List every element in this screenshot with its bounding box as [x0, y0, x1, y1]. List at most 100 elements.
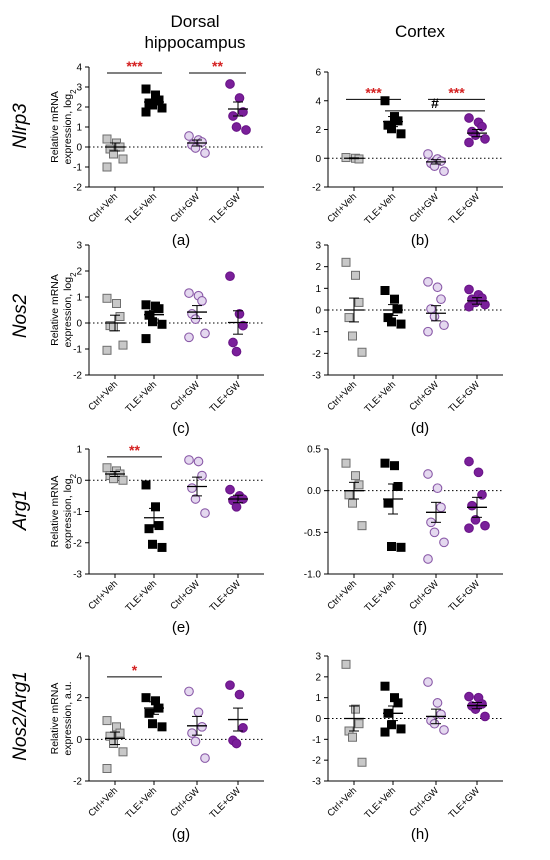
- category-label: Ctrl+GW: [168, 191, 202, 225]
- data-point: [351, 704, 360, 714]
- significance-label: ***: [448, 84, 465, 100]
- y-tick-label: 4: [76, 652, 82, 663]
- data-point: [464, 113, 474, 123]
- y-tick-label: 4: [76, 63, 82, 74]
- data-point: [357, 757, 367, 767]
- data-point: [464, 691, 474, 702]
- data-point: [432, 483, 443, 494]
- category-label: Ctrl+Veh: [325, 379, 359, 413]
- y-tick-label: 2: [315, 125, 321, 136]
- y-tick-label: 4: [315, 96, 321, 107]
- category-label: Ctrl+GW: [407, 379, 441, 413]
- data-point: [200, 508, 210, 518]
- data-point: [354, 719, 364, 729]
- panel-letter: (g): [172, 826, 190, 843]
- data-point: [439, 537, 449, 548]
- panel-letter: (d): [411, 420, 429, 437]
- panel-letter: (c): [172, 420, 190, 437]
- data-point: [396, 724, 406, 734]
- data-point: [432, 698, 443, 708]
- data-point: [383, 498, 393, 508]
- data-point: [118, 747, 128, 757]
- y-axis-label-subscript: 2: [69, 272, 78, 277]
- data-point: [470, 130, 481, 141]
- data-point: [387, 542, 396, 551]
- data-point: [118, 154, 128, 164]
- y-tick-label: 1: [76, 445, 82, 456]
- data-point: [102, 134, 112, 144]
- data-point: [341, 458, 351, 468]
- data-point: [464, 137, 474, 148]
- data-point: [231, 346, 242, 357]
- data-point: [154, 521, 164, 531]
- category-label: TLE+GW: [447, 578, 483, 614]
- data-point: [396, 319, 406, 329]
- data-point: [396, 542, 406, 552]
- y-tick-label: -1: [312, 735, 321, 746]
- category-label: TLE+Veh: [363, 191, 399, 227]
- category-label: Ctrl+Veh: [86, 785, 120, 819]
- data-point: [184, 131, 194, 141]
- data-point: [393, 304, 403, 314]
- data-point: [109, 322, 118, 332]
- data-point: [354, 480, 364, 490]
- data-point: [200, 753, 210, 763]
- data-point: [473, 467, 484, 478]
- panel-h: -3 -2 -1 0 1 2 3 Ctrl+Veh TLE+Veh Ctrl+GW TLE+GW (h…: [312, 652, 503, 843]
- category-label: Ctrl+GW: [407, 578, 441, 612]
- data-point: [102, 716, 112, 726]
- data-point: [477, 489, 487, 500]
- data-point: [148, 719, 157, 729]
- y-axis-label-line2: expression, log2: [62, 272, 78, 348]
- category-label: TLE+Veh: [124, 379, 160, 415]
- data-point: [141, 693, 151, 703]
- data-point: [423, 469, 433, 479]
- y-tick-label: -1: [73, 345, 82, 356]
- data-point: [480, 520, 490, 531]
- column-title-dorsal-line2: hippocampus: [144, 33, 245, 52]
- y-tick-label: -3: [312, 371, 321, 382]
- data-point: [102, 293, 112, 303]
- category-label: Ctrl+Veh: [325, 578, 359, 612]
- y-tick-label: 3: [76, 241, 82, 252]
- data-point: [193, 707, 204, 718]
- data-point: [390, 461, 399, 471]
- y-tick-label: 0: [315, 306, 321, 317]
- data-point: [184, 332, 194, 343]
- data-point: [432, 282, 443, 293]
- data-point: [238, 320, 248, 331]
- y-tick-label: -2: [73, 777, 82, 788]
- data-point: [477, 121, 487, 132]
- panel-letter: (e): [172, 619, 190, 636]
- data-point: [429, 161, 440, 172]
- panel-c: -2 -1 0 1 2 3 Ctrl+Veh TLE+Veh Ctrl+GW TLE+GW Rela…: [49, 241, 264, 437]
- data-point: [141, 300, 151, 310]
- significance-label: ***: [365, 84, 382, 100]
- data-point: [429, 527, 440, 538]
- category-label: TLE+GW: [447, 379, 483, 415]
- data-point: [115, 312, 125, 321]
- row-label-nos2-arg1: Nos2/Arg1: [10, 671, 31, 761]
- y-axis-label-subscript: 2: [69, 89, 78, 94]
- y-axis-label-line2: expression, log2: [62, 473, 78, 549]
- data-point: [341, 659, 351, 669]
- y-tick-label: 1: [315, 284, 321, 295]
- data-point: [439, 725, 449, 735]
- data-point: [470, 514, 481, 525]
- panel-letter: (h): [411, 826, 429, 843]
- data-point: [393, 116, 403, 126]
- data-point: [348, 498, 357, 508]
- y-tick-label: -2: [73, 183, 82, 194]
- y-tick-label: -0.5: [304, 528, 322, 539]
- y-tick-label: 0.0: [307, 486, 321, 497]
- data-point: [197, 296, 207, 306]
- data-point: [190, 314, 201, 324]
- y-axis-label-line1: Relative mRNA: [49, 476, 61, 548]
- significance-label: #: [431, 95, 439, 111]
- y-tick-label: -2: [312, 756, 321, 767]
- category-label: Ctrl+Veh: [325, 191, 359, 225]
- data-point: [231, 738, 242, 749]
- data-point: [390, 294, 399, 304]
- data-point: [144, 524, 154, 534]
